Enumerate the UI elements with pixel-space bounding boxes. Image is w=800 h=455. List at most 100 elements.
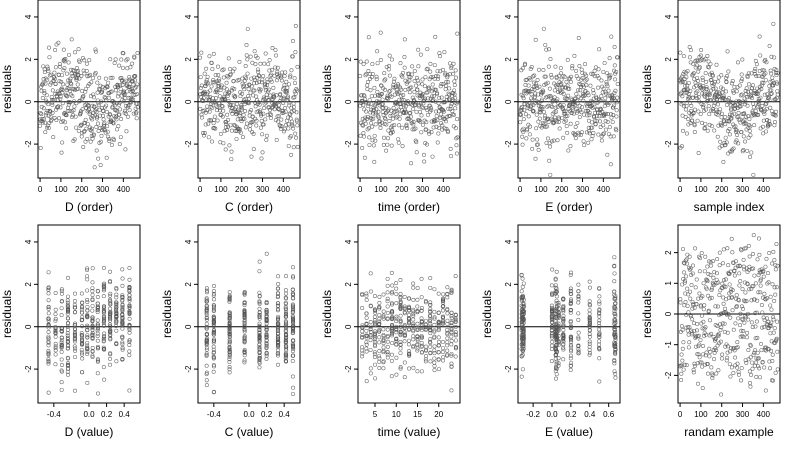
data-point [413,102,418,107]
data-point [731,371,736,376]
data-point [747,287,752,292]
data-point [127,303,132,308]
data-point [201,130,206,135]
data-point [81,130,86,135]
data-point [688,266,693,271]
data-point [71,86,76,91]
data-point [414,150,419,155]
data-point [287,100,292,105]
data-point [294,117,299,122]
data-point [686,345,691,350]
data-point [438,112,443,117]
data-point [612,255,617,260]
data-point [611,113,616,118]
data-point [85,314,90,319]
data-point [537,67,542,72]
data-point [727,132,732,137]
data-point [552,88,557,93]
data-point [50,102,55,107]
data-point [699,57,704,62]
data-point [690,95,695,100]
data-point [729,295,734,300]
data-point [285,115,290,120]
x-tick-label: 5 [373,410,378,419]
data-point [289,110,294,115]
data-point [683,107,688,112]
data-point [372,294,377,299]
data-point [416,47,421,52]
data-point [248,90,253,95]
data-point [204,288,209,293]
data-point [449,361,454,366]
data-point [368,347,373,352]
data-point [205,90,210,95]
data-point [679,80,684,85]
data-point [394,301,399,306]
data-point [289,119,294,124]
data-point [683,115,688,120]
data-point [713,304,718,309]
data-point [372,355,377,360]
data-point [719,325,724,330]
data-point [716,123,721,128]
data-point [521,302,526,307]
data-point [537,84,542,89]
data-point [695,381,700,386]
data-point [240,117,245,122]
data-point [729,149,734,154]
data-point [570,105,575,110]
plot-frame [517,0,621,179]
data-point [207,54,212,59]
data-point [576,297,581,302]
data-point [554,304,559,309]
data-point [703,254,708,259]
data-point [407,317,412,322]
data-point [520,367,525,372]
data-point [364,340,369,345]
data-point [95,294,100,299]
data-point [95,90,100,95]
data-point [292,109,297,114]
data-point [770,261,775,266]
data-point [411,119,416,124]
data-point [372,342,377,347]
data-point [597,301,602,306]
data-point [428,302,433,307]
data-point [80,96,85,101]
data-point [684,363,689,368]
data-point [440,308,445,313]
data-point [419,340,424,345]
data-point [443,83,448,88]
data-point [438,54,443,59]
data-point [101,310,106,315]
data-point [429,130,434,135]
data-point [561,345,566,350]
data-point [440,123,445,128]
data-point [722,321,727,326]
data-point [679,371,684,376]
data-point [368,271,373,276]
data-point [46,348,51,353]
x-tick-label: 15 [413,410,422,419]
data-point [612,340,617,345]
data-point [613,344,618,349]
data-point [568,79,573,84]
data-point [387,53,392,58]
data-point [108,324,113,329]
data-point [252,88,257,93]
y-tick-label: 2 [504,57,513,62]
data-point [259,156,264,161]
data-point [710,73,715,78]
data-point [717,293,722,298]
data-point [565,57,570,62]
data-point [594,114,599,119]
data-point [754,62,759,67]
x-axis-label: randam example [684,425,774,439]
data-point [212,329,217,334]
data-point [394,88,399,93]
data-point [744,95,749,100]
data-point [114,287,119,292]
data-point [235,102,240,107]
data-point [694,302,699,307]
data-point [374,74,379,79]
